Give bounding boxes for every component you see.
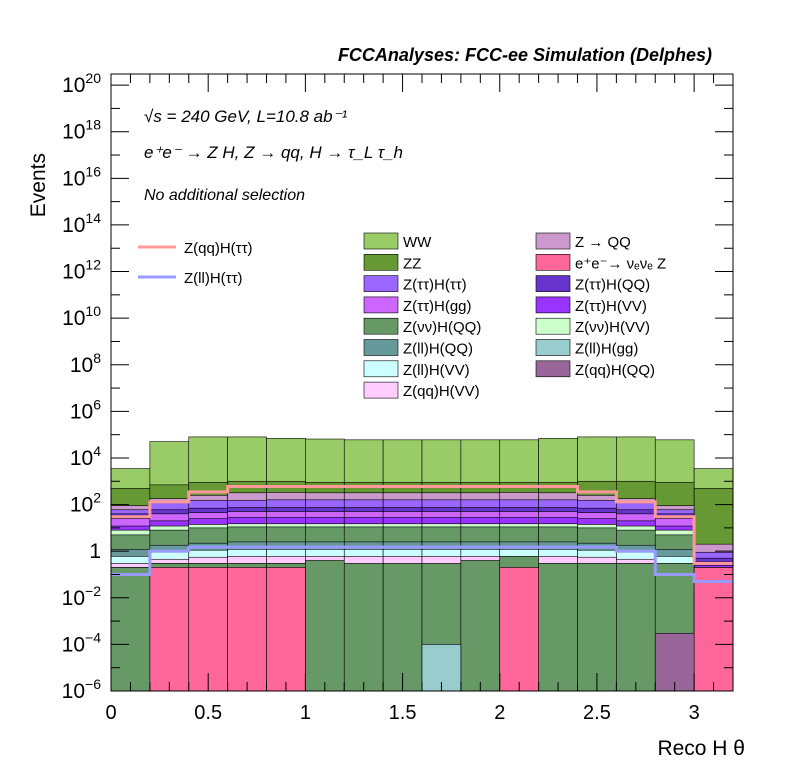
legend-swatch-z-h <box>363 275 399 292</box>
component-z-h-qq-bin-9 <box>460 560 501 692</box>
x-axis-label: Reco H θ <box>657 737 745 760</box>
component-z-h-qq-bin-7 <box>382 563 423 692</box>
y-axis-label: Events <box>27 153 50 217</box>
legend-swatch-e-e-z <box>535 254 571 271</box>
legend-label-z-ll-h-gg: Z(ll)H(gg) <box>575 341 638 358</box>
legend-label-z-h-vv: Z(νν)H(VV) <box>575 319 650 336</box>
component-z-h-qq-bin-6 <box>343 563 384 692</box>
legend-label-z-qq-h: Z(qq)H(ττ) <box>184 240 253 257</box>
legend-swatch-ww <box>363 232 399 250</box>
legend-label-z-ll-h: Z(ll)H(ττ) <box>184 270 243 287</box>
x-axis-ticks: 0 0.5 1 1.5 2 2.5 3 <box>105 74 734 724</box>
y-tick-label-1014: 1014 <box>62 210 101 237</box>
legend-swatch-z-h-vv <box>535 296 571 314</box>
y-tick-label-1018: 1018 <box>62 117 101 144</box>
x-tick-label-2: 2 <box>494 702 505 724</box>
legend-label-z-h: Z(ττ)H(ττ) <box>403 277 467 294</box>
component-z-h-qq-bin-5 <box>305 560 345 692</box>
chart-title: FCCAnalyses: FCC-ee Simulation (Delphes) <box>338 45 712 65</box>
legend-label-ww: WW <box>403 234 432 251</box>
y-tick-label-108: 108 <box>70 350 101 377</box>
legend-swatch-z-ll-h-vv <box>363 360 399 378</box>
y-tick-label-10-6: 10−6 <box>62 676 102 703</box>
component-z-h-qq-bin-11 <box>538 563 578 692</box>
legend-label-z-qq-h-qq: Z(qq)H(QQ) <box>575 362 655 379</box>
y-tick-label-1: 1 <box>89 540 101 563</box>
legend-swatch-zz <box>363 254 399 271</box>
component-z-h-qq-bin-13 <box>616 563 656 692</box>
component-e-e-z-bin-10 <box>499 567 539 692</box>
annotation-energy-lumi: √s = 240 GeV, L=10.8 ab⁻¹ <box>144 107 348 126</box>
y-tick-label-1016: 1016 <box>62 163 101 190</box>
legend-swatch-z-qq-h-qq <box>535 360 571 378</box>
y-tick-label-1010: 1010 <box>62 303 101 330</box>
legend-swatch-z-ll-h-qq <box>363 339 399 356</box>
y-tick-label-106: 106 <box>70 396 101 423</box>
y-tick-label-102: 102 <box>70 490 101 517</box>
component-z-h-qq-bin-0 <box>110 567 151 692</box>
y-tick-label-10-4: 10−4 <box>62 629 102 656</box>
legend-label-z-ll-h-qq: Z(ll)H(QQ) <box>403 341 473 358</box>
x-tick-label-0-5: 0.5 <box>194 702 222 724</box>
legend-swatch-z-h-vv <box>535 317 571 335</box>
annotation-selection: No additional selection <box>144 187 305 204</box>
x-tick-label-0: 0 <box>105 702 116 724</box>
component-e-e-z-bin-15 <box>693 567 734 692</box>
legend-swatch-z-h-gg <box>363 296 399 314</box>
y-tick-label-1020: 1020 <box>62 70 101 97</box>
legend-label-z-ll-h-vv: Z(ll)H(VV) <box>403 362 470 379</box>
legend: Z(qq)H(ττ) Z(ll)H(ττ) WW ZZ Z(ττ)H(ττ) Z(ττ)H… <box>138 232 666 400</box>
legend-label-e-e-z: e⁺e⁻→ νₑνₑ Z <box>575 255 666 272</box>
x-tick-label-3: 3 <box>689 702 700 724</box>
component-z-qq-h-qq-bin-14 <box>654 632 695 692</box>
component-e-e-z-bin-1 <box>149 567 190 692</box>
legend-label-z-h-qq: Z(ττ)H(QQ) <box>575 277 650 294</box>
legend-label-z-qq: Z → QQ <box>575 234 631 251</box>
y-tick-label-10-2: 10−2 <box>62 583 102 610</box>
component-bars <box>110 556 734 692</box>
y-tick-label-104: 104 <box>70 443 101 470</box>
legend-label-z-h-vv: Z(ττ)H(VV) <box>575 298 647 315</box>
component-e-e-z-bin-2 <box>188 567 228 692</box>
line-z-qq-h <box>111 484 733 565</box>
annotation-process: e⁺e⁻ → Z H, Z → qq, H → τ_L τ_h <box>144 143 403 162</box>
legend-swatch-z-qq <box>535 232 571 250</box>
x-tick-label-2-5: 2.5 <box>583 702 611 724</box>
legend-label-z-h-gg: Z(ττ)H(gg) <box>403 298 472 315</box>
signal-lines <box>111 484 733 583</box>
legend-label-z-qq-h-vv: Z(qq)H(VV) <box>403 383 480 400</box>
component-z-h-qq-bin-12 <box>577 563 617 692</box>
legend-swatch-z-h-qq <box>535 275 571 292</box>
legend-swatch-z-qq-h-vv <box>363 381 399 399</box>
y-tick-label-1012: 1012 <box>62 257 101 284</box>
x-tick-label-1-5: 1.5 <box>389 702 417 724</box>
legend-swatch-z-ll-h-gg <box>535 339 571 356</box>
legend-label-z-h-qq: Z(νν)H(QQ) <box>403 319 481 336</box>
x-tick-label-1: 1 <box>300 702 311 724</box>
legend-swatch-z-h-qq <box>363 317 399 335</box>
component-e-e-z-bin-3 <box>227 567 267 692</box>
line-z-ll-h <box>111 545 733 583</box>
y-axis-ticks: 10−6 10−4 10−2 1 102 104 106 108 1010 1012 1014 101… <box>62 70 733 703</box>
component-e-e-z-bin-4 <box>266 567 306 692</box>
legend-label-zz: ZZ <box>403 255 421 272</box>
